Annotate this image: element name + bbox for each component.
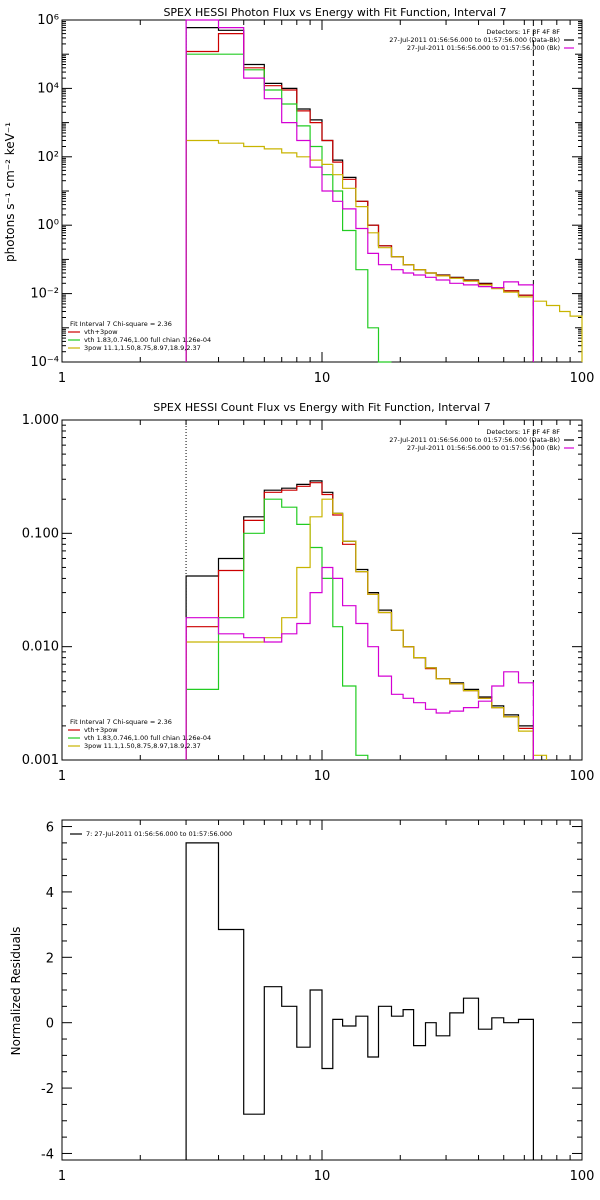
- series-3pow: [185, 498, 548, 760]
- photon-panel-title: SPEX HESSI Photon Flux vs Energy with Fi…: [163, 6, 506, 19]
- series-bk: [185, 19, 534, 362]
- y-tick-label: 10⁶: [37, 13, 59, 28]
- residual-series: [185, 842, 534, 1160]
- legend-top-text: 27-Jul-2011 01:56:56.000 to 01:57:56.000…: [389, 36, 560, 44]
- legend-bottom-text: vth+3pow: [84, 328, 118, 336]
- series-vth: [185, 53, 392, 363]
- y-tick-label: 10⁻²: [30, 287, 59, 302]
- legend-top-text: 27-Jul-2011 01:56:56.000 to 01:57:56.000…: [389, 436, 560, 444]
- series-bk: [185, 566, 534, 760]
- series-3pow: [185, 139, 583, 362]
- series-data-bk: [185, 480, 534, 760]
- y-tick-label: 0: [46, 1017, 54, 1032]
- legend-top-text: Detectors: 1F 3F 4F 8F: [486, 28, 560, 36]
- series-data-bk: [185, 27, 534, 362]
- legend-bottom-text: vth 1.83,0.746,1.00 full chian 1.26e-04: [84, 734, 211, 742]
- series-vth-3pow: [185, 33, 534, 362]
- x-tick-label: 10: [314, 1169, 331, 1184]
- y-tick-label: 4: [46, 886, 54, 901]
- residuals-panel: Normalized Residuals 1 10 100 -4 -2 0 2 4 6 7: 27…: [9, 819, 595, 1184]
- residuals-panel-ylabel: Normalized Residuals: [9, 927, 23, 1056]
- legend-bottom-text: Fit Interval 7 Chi-square = 2.36: [70, 320, 172, 328]
- count-flux-panel: SPEX HESSI Count Flux vs Energy with Fit…: [22, 401, 595, 784]
- y-tick-label: 1.000: [22, 413, 59, 428]
- legend-bottom-text: 3pow 11.1,1.50,8.75,8.97,18.9,2.37: [84, 344, 201, 352]
- legend-top-text: Detectors: 1F 3F 4F 8F: [486, 428, 560, 436]
- legend-bottom-text: vth 1.83,0.746,1.00 full chian 1.26e-04: [84, 336, 211, 344]
- series-vth: [185, 498, 369, 760]
- x-tick-label: 100: [570, 371, 595, 386]
- x-tick-label: 1: [58, 371, 66, 386]
- series-vth-3pow: [185, 482, 534, 760]
- y-tick-label: 10⁰: [37, 218, 59, 233]
- x-tick-label: 1: [58, 769, 66, 784]
- legend-bottom-text: 3pow 11.1,1.50,8.75,8.97,18.9,2.37: [84, 742, 201, 750]
- x-tick-label: 1: [58, 1169, 66, 1184]
- y-tick-label: -2: [41, 1082, 54, 1097]
- legend-bottom-text: Fit Interval 7 Chi-square = 2.36: [70, 718, 172, 726]
- photon-flux-panel: SPEX HESSI Photon Flux vs Energy with Fi…: [3, 6, 594, 386]
- y-tick-label: 10⁴: [37, 81, 59, 96]
- y-tick-label: -4: [41, 1147, 54, 1162]
- photon-panel-ylabel: photons s⁻¹ cm⁻² keV⁻¹: [3, 122, 17, 262]
- y-tick-label: 0.001: [22, 753, 59, 768]
- legend-bottom-text: vth+3pow: [84, 726, 118, 734]
- y-tick-label: 0.100: [22, 526, 59, 541]
- x-tick-label: 100: [570, 1169, 595, 1184]
- legend-top-text: 27-Jul-2011 01:56:56.000 to 01:57:56.000…: [407, 444, 560, 452]
- y-tick-label: 10⁻⁴: [30, 355, 59, 370]
- x-tick-label: 10: [314, 371, 331, 386]
- y-tick-label: 10²: [37, 150, 59, 165]
- legend-top-text: 27-Jul-2011 01:56:56.000 to 01:57:56.000…: [407, 44, 560, 52]
- y-tick-label: 6: [46, 821, 54, 836]
- x-tick-label: 100: [570, 769, 595, 784]
- count-panel-title: SPEX HESSI Count Flux vs Energy with Fit…: [153, 401, 490, 414]
- y-tick-label: 2: [46, 951, 54, 966]
- legend-top-text: 7: 27-Jul-2011 01:56:56.000 to 01:57:56.…: [86, 830, 232, 838]
- y-tick-label: 0.010: [22, 640, 59, 655]
- x-tick-label: 10: [314, 769, 331, 784]
